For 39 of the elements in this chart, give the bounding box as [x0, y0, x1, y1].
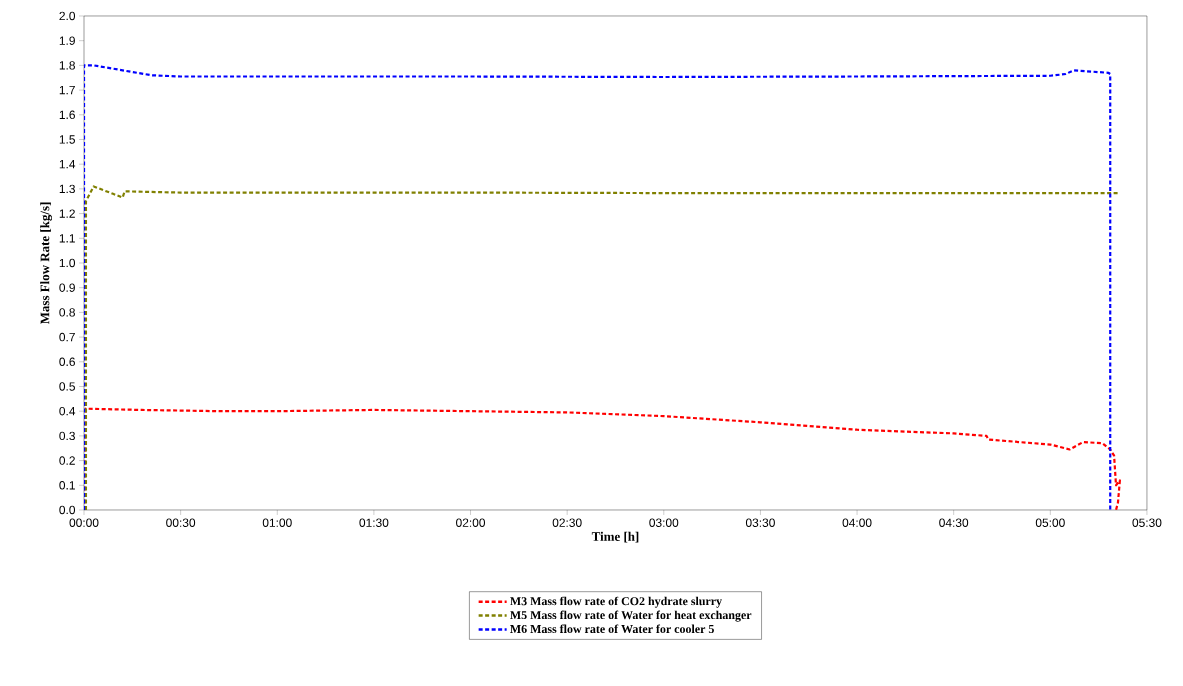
x-tick-label: 01:00 [262, 518, 292, 527]
y-tick-label: 0.5 [59, 382, 75, 391]
y-tick-label: 1.7 [59, 85, 75, 95]
y-tick-label: 0.0 [59, 505, 76, 515]
y-tick-label: 2.0 [59, 11, 76, 21]
x-tick-label: 04:00 [842, 518, 872, 527]
y-tick-label: 0.4 [59, 406, 76, 416]
x-tick-label: 00:00 [69, 518, 99, 527]
y-axis-title: Mass Flow Rate [kg/s] [40, 202, 53, 325]
y-tick-label: 1.5 [59, 135, 75, 144]
y-tick-label: 0.6 [59, 357, 75, 367]
legend-label: M6 Mass flow rate of Water for cooler 5 [510, 624, 714, 634]
y-tick-label: 1.2 [59, 209, 75, 218]
legend-label: M5 Mass flow rate of Water for heat exchanger [510, 610, 752, 622]
y-tick-label: 1.6 [59, 110, 75, 120]
y-tick-label: 0.3 [59, 431, 75, 441]
x-tick-label: 05:30 [1132, 518, 1162, 527]
x-tick-label: 00:30 [166, 518, 196, 527]
x-tick-label: 02:30 [552, 518, 582, 527]
x-tick-label: 01:30 [359, 518, 389, 527]
y-tick-label: 0.7 [59, 332, 75, 342]
y-tick-label: 0.9 [59, 283, 75, 292]
y-tick-label: 1.4 [59, 160, 76, 169]
y-tick-label: 0.2 [59, 456, 75, 465]
y-tick-label: 1.8 [59, 61, 75, 70]
y-tick-label: 1.3 [59, 184, 75, 194]
x-tick-label: 03:00 [649, 518, 679, 527]
y-tick-label: 1.9 [59, 36, 75, 45]
x-axis-title: Time [h] [591, 531, 639, 543]
y-tick-label: 0.1 [59, 481, 75, 490]
y-tick-label: 1.0 [59, 258, 76, 268]
legend-label: M3 Mass flow rate of CO2 hydrate slurry [510, 596, 722, 608]
line-series [84, 407, 1121, 510]
x-tick-label: 02:00 [456, 518, 486, 527]
x-tick-label: 05:00 [1035, 518, 1065, 527]
x-tick-label: 04:30 [939, 518, 969, 527]
y-tick-label: 0.8 [59, 308, 75, 317]
y-tick-label: 1.1 [59, 234, 75, 243]
x-tick-label: 03:30 [745, 518, 775, 527]
